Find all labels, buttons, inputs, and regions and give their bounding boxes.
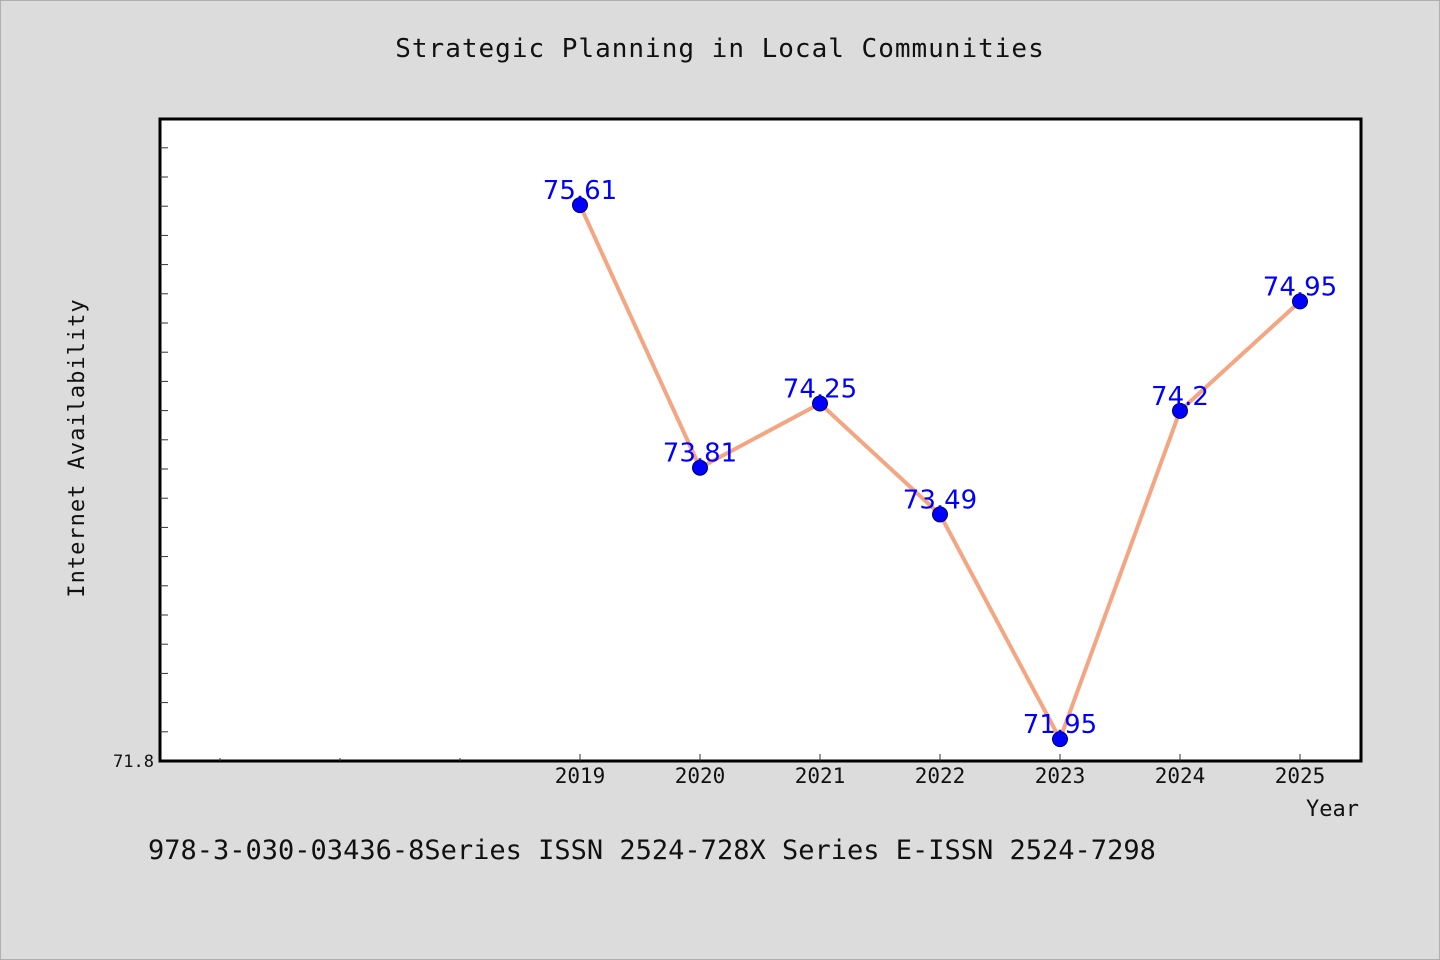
x-tick-label: 2021 [795, 764, 846, 788]
series-layer: 75.61 73.81 74.25 73.49 71.95 74.2 74.95 [543, 176, 1337, 748]
x-tick-label: 2024 [1155, 764, 1206, 788]
chart-title: Strategic Planning in Local Communities [395, 34, 1045, 64]
x-tick-label: 2022 [915, 764, 966, 788]
data-label: 73.49 [903, 485, 977, 515]
x-axis-ticks: 2019 2020 2021 2022 2023 2024 2025 [219, 754, 1326, 788]
data-point [812, 395, 828, 412]
y-tick-label: 71.8 [113, 752, 154, 772]
data-label: 74.95 [1263, 272, 1337, 302]
x-tick-label: 2019 [555, 764, 606, 788]
data-point [1292, 293, 1308, 310]
y-axis-ticks: 71.8 [113, 147, 168, 772]
data-label: 74.2 [1151, 382, 1209, 412]
data-label: 73.81 [663, 439, 737, 469]
x-tick-label: 2025 [1275, 764, 1326, 788]
data-point [1172, 402, 1188, 419]
y-axis-label: Internet Availability [65, 298, 90, 597]
data-point [1052, 731, 1068, 748]
isbn-issn-footer: 978-3-030-03436-8Series ISSN 2524-728X S… [148, 835, 1156, 866]
data-label: 71.95 [1023, 710, 1097, 740]
data-label: 75.61 [543, 176, 617, 206]
data-point [932, 506, 948, 523]
data-point [572, 197, 588, 214]
data-point [692, 459, 708, 476]
data-label: 74.25 [783, 375, 857, 405]
x-axis-label: Year [1306, 797, 1359, 822]
x-tick-label: 2020 [675, 764, 726, 788]
x-tick-label: 2023 [1035, 764, 1086, 788]
plot-area [158, 117, 1363, 763]
